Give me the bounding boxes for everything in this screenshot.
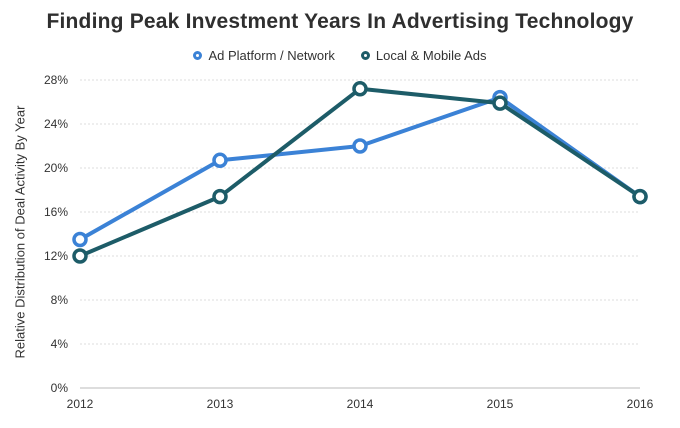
x-tick-label: 2013	[207, 397, 234, 411]
data-point	[72, 248, 88, 264]
y-tick-label: 8%	[51, 293, 69, 307]
data-point	[212, 152, 228, 169]
legend-label-ad-platform: Ad Platform / Network	[208, 48, 335, 63]
series-line	[78, 86, 642, 258]
x-tick-label: 2016	[627, 397, 654, 411]
x-tick-label: 2014	[347, 397, 374, 411]
data-point	[632, 188, 648, 205]
data-point	[72, 231, 88, 248]
legend-swatch-local-mobile	[360, 51, 370, 60]
y-tick-label: 24%	[44, 117, 68, 131]
legend-label-local-mobile: Local & Mobile Ads	[375, 48, 487, 63]
y-tick-label: 0%	[51, 381, 69, 395]
data-point	[352, 138, 368, 154]
data-point	[352, 81, 368, 97]
legend: Ad Platform / Network Local & Mobile Ads	[0, 48, 680, 63]
legend-swatch-ad-platform	[193, 51, 203, 60]
x-tick-label: 2015	[487, 397, 514, 411]
legend-item-ad-platform[interactable]: Ad Platform / Network	[193, 48, 335, 63]
data-point	[492, 95, 508, 111]
y-tick-label: 16%	[44, 205, 68, 219]
y-tick-label: 4%	[51, 337, 69, 351]
y-tick-label: 12%	[44, 249, 68, 263]
y-tick-label: 20%	[44, 161, 68, 175]
y-tick-label: 28%	[44, 73, 68, 87]
x-tick-label: 2012	[67, 397, 94, 411]
legend-item-local-mobile[interactable]: Local & Mobile Ads	[360, 48, 487, 63]
data-point	[212, 188, 228, 205]
chart-title: Finding Peak Investment Years In Adverti…	[46, 10, 634, 33]
